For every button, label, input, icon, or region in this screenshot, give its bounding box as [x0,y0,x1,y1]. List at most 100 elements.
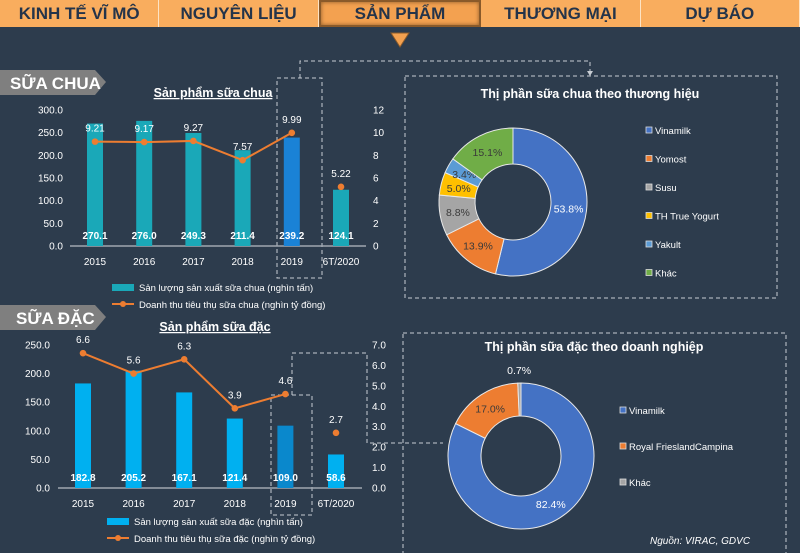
legend-label: Susu [655,183,677,194]
source-note: Nguồn: VIRAC, GDVC [650,536,751,547]
line-value-label: 6.6 [76,335,90,346]
line-point-2018 [231,405,239,412]
active-tab-arrow-icon [390,32,410,48]
donut-slice-label: 82.4% [536,499,566,511]
donut-slice-vinamilk [447,382,595,530]
bar-value-label: 270.1 [82,231,107,242]
tab-du-bao[interactable]: DỰ BÁO [640,0,800,27]
tab-nguyen-lieu[interactable]: NGUYÊN LIỆU [159,0,319,27]
line-point-6T/2020 [337,183,345,191]
x-axis-tick: 2016 [122,499,145,510]
left-axis-tick: 100.0 [38,196,63,207]
legend-swatch [619,406,627,414]
right-axis-tick: 2.0 [372,443,386,454]
legend-label: Royal FrieslandCampina [629,442,734,453]
donut-slice-khác [517,382,522,417]
right-axis-tick: 8 [373,151,379,162]
bar-2015 [87,123,103,246]
bar-value-label: 276.0 [132,231,157,242]
bar-value-label: 182.8 [70,473,95,484]
line-value-label: 5.22 [331,169,351,180]
donut-slice-label: 13.9% [463,241,493,253]
bar-6T/2020 [333,189,349,246]
line-value-label: 9.21 [85,124,105,135]
right-axis-tick: 7.0 [372,341,386,352]
left-axis-tick: 150.0 [38,174,63,185]
line-point-2015 [91,138,99,145]
legend-bar-swatch [107,518,129,525]
bar-2016 [136,120,153,246]
bar-2016 [125,370,142,488]
line-point-2016 [130,370,137,377]
right-axis-tick: 6 [373,174,379,185]
right-axis-tick: 10 [373,128,385,139]
section-label-yogurt-bg [0,70,106,95]
right-axis-tick: 4.0 [372,402,386,413]
left-axis-tick: 50.0 [44,219,64,230]
legend-label: Vinamilk [655,126,691,137]
line-value-label: 9.99 [282,115,302,126]
line-value-label: 9.27 [184,123,204,134]
bar-value-label: 239.2 [279,231,304,242]
legend-line-marker [115,535,121,541]
legend-bar-label: Sản lượng sản xuất sữa đặc (nghìn tấn) [134,517,303,528]
left-axis-tick: 200.0 [38,151,63,162]
right-axis-tick: 12 [373,106,385,117]
chart-title: Sản phẩm sữa đặc [159,320,270,334]
left-axis-tick: 100.0 [25,426,50,437]
bar-value-label: 58.6 [326,473,346,484]
bar-2017 [176,392,193,488]
bar-value-label: 211.4 [230,231,255,242]
legend-bar-swatch [112,284,134,291]
legend-swatch [645,269,653,276]
donut-slice-khác [452,127,514,181]
line-value-label: 5.6 [127,356,141,367]
left-axis-tick: 0.0 [36,484,50,495]
legend-line-label: Doanh thu tiêu thụ sữa chua (nghìn tỷ đồ… [139,300,325,311]
yogurt-share-donut: Thị phần sữa chua theo thương hiệu 53.8% V… [438,87,719,280]
chart-title: Sản phẩm sữa chua [154,86,274,100]
left-axis-tick: 0.0 [49,242,63,253]
donut-slice-label: 15.1% [473,147,503,159]
yogurt-combo-chart: Sản phẩm sữa chua 0.0 50.0 100.0 150.0 200.0 2… [38,86,385,311]
donut-slice-label: 0.7% [507,365,531,377]
left-axis-tick: 250.0 [38,128,63,139]
right-axis-tick: 0.0 [372,484,386,495]
bar-2018 [226,418,243,488]
legend-swatch [619,442,627,450]
tab-san-pham[interactable]: SẢN PHẨM [318,0,482,27]
x-axis-tick: 2019 [281,257,304,268]
line-value-label: 6.3 [177,341,191,352]
tab-thuong-mai[interactable]: THƯƠNG MẠI [481,0,641,27]
x-axis-tick: 6T/2020 [323,257,360,268]
x-axis-tick: 2015 [72,499,95,510]
right-axis-tick: 3.0 [372,422,386,433]
left-axis-tick: 250.0 [25,341,50,352]
donut-slice-label: 8.8% [446,207,470,219]
legend-swatch [645,155,653,162]
x-axis-tick: 2016 [133,257,156,268]
bar-value-label: 167.1 [172,473,197,484]
line-point-6T/2020 [332,429,340,437]
x-axis-tick: 6T/2020 [318,499,355,510]
right-axis-tick: 5.0 [372,381,386,392]
line-point-2019 [282,390,289,398]
bar-2017 [185,132,202,246]
legend-swatch [619,478,627,486]
tab-kinh-te-vi-mo[interactable]: KINH TẾ VĨ MÔ [0,0,160,27]
bar-value-label: 205.2 [121,473,146,484]
right-axis-tick: 2 [373,219,379,230]
right-axis-tick: 4 [373,196,379,207]
legend-label: Khác [629,478,651,489]
right-axis-tick: 6.0 [372,361,386,372]
left-axis-tick: 150.0 [25,398,50,409]
donut-slice-label: 17.0% [475,404,505,416]
line-value-label: 3.9 [228,390,242,401]
legend-line-label: Doanh thu tiêu thụ sữa đặc (nghìn tỷ đồn… [134,534,315,545]
line-value-label: 9.17 [134,124,154,135]
legend-swatch [645,240,653,248]
legend-label: Vinamilk [629,406,665,417]
bar-2018 [234,150,251,246]
line-point-2019 [288,129,296,137]
